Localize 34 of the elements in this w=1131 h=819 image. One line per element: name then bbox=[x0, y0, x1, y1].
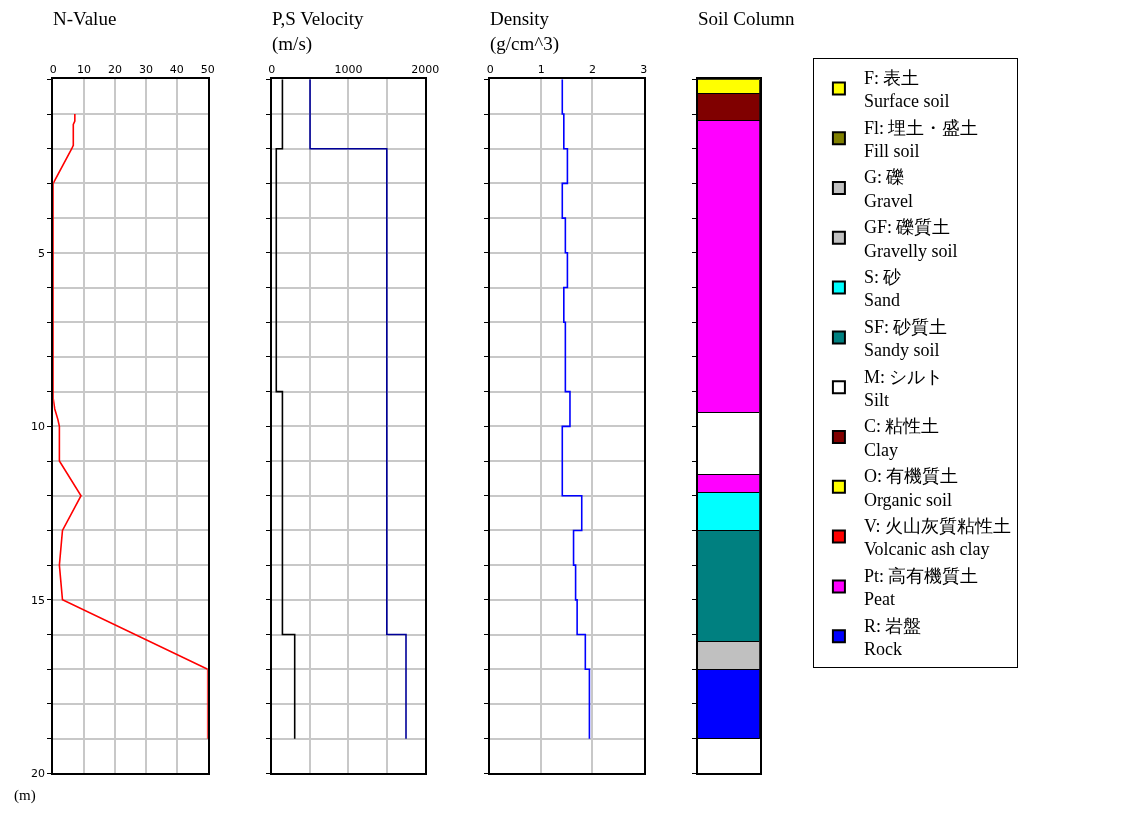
y-tick-label: 10 bbox=[31, 420, 45, 434]
x-tick-label: 0 bbox=[268, 62, 276, 76]
category-label: F: 表土 Surface soil bbox=[863, 67, 950, 112]
x-tick-label: 0 bbox=[49, 62, 57, 76]
category-label: V: 火山灰質粘性土 Volcanic ash clay bbox=[863, 515, 1012, 560]
x-tick-label: 50 bbox=[200, 62, 215, 76]
category-label: SF: 砂質土 Sandy soil bbox=[863, 316, 948, 361]
category-label: O: 有機質土 Organic soil bbox=[863, 466, 959, 510]
category-label: Fl: 埋土・盛土 Fill soil bbox=[863, 117, 979, 161]
chart-title: N-Value bbox=[53, 8, 117, 29]
x-tick-label: 0 bbox=[486, 62, 494, 76]
category-label: GF: 礫質土 Gravelly soil bbox=[863, 217, 958, 261]
chart-title: Soil Column bbox=[698, 8, 796, 29]
x-tick-label: 2000 bbox=[411, 62, 440, 76]
chart-title: Density (g/cm^3) bbox=[490, 8, 560, 55]
x-tick-label: 20 bbox=[108, 62, 122, 76]
x-tick-label: 3 bbox=[640, 62, 648, 76]
y-tick-label: 20 bbox=[31, 767, 45, 781]
y-tick-label: 15 bbox=[31, 593, 45, 607]
y-tick-label: 5 bbox=[38, 246, 45, 260]
x-tick-label: 1 bbox=[537, 62, 545, 76]
x-tick-label: 40 bbox=[169, 62, 184, 76]
category-label: G: 礫 Gravel bbox=[863, 167, 913, 211]
chart-title: P,S Velocity (m/s) bbox=[272, 8, 364, 55]
category-label: M: シルト Silt bbox=[863, 366, 944, 410]
x-tick-label: 1000 bbox=[334, 62, 363, 76]
category-label: Pt: 高有機質土 Peat bbox=[863, 565, 979, 610]
x-tick-label: 10 bbox=[77, 62, 92, 76]
x-tick-label: 2 bbox=[588, 62, 596, 76]
category-label: S: 砂 Sand bbox=[863, 266, 902, 311]
y-axis-title: (m) bbox=[14, 787, 36, 804]
category-label: C: 粘性土 Clay bbox=[863, 416, 940, 460]
category-label: R: 岩盤 Rock bbox=[863, 615, 922, 659]
x-tick-label: 30 bbox=[138, 62, 153, 76]
